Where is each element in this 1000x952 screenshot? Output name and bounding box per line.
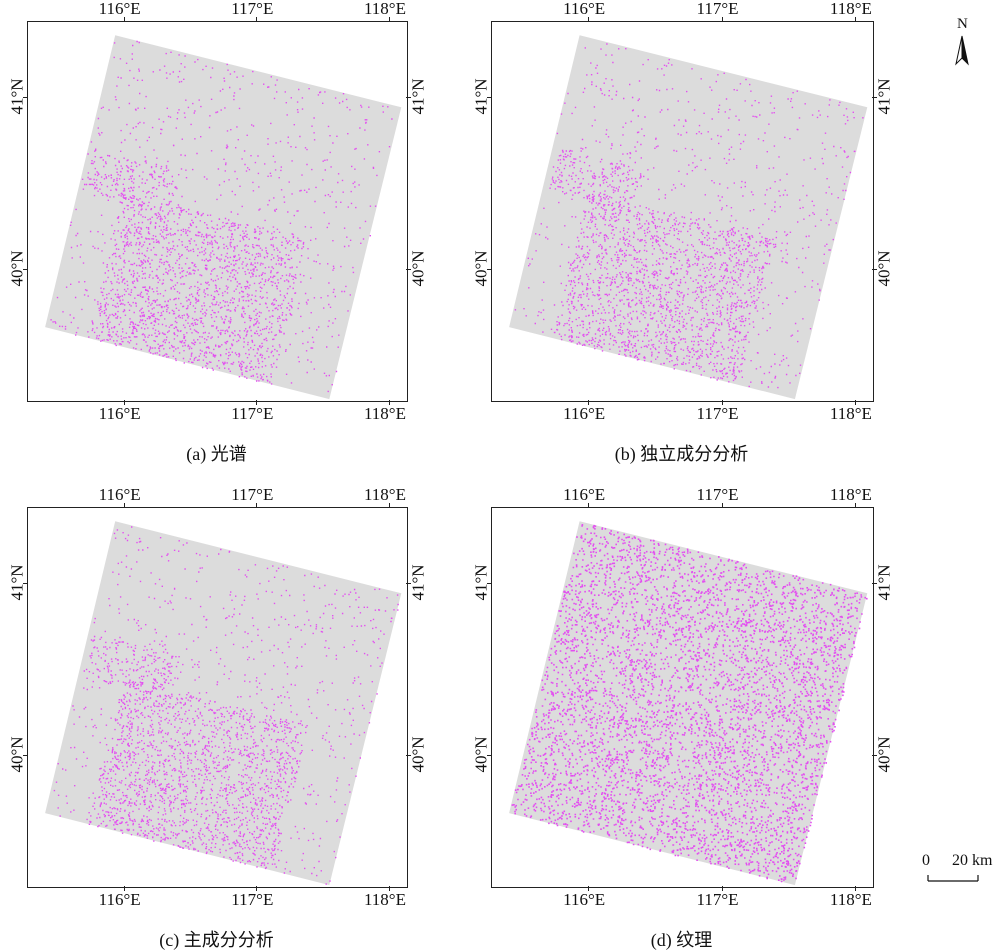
classified-pixels (50, 40, 393, 393)
lat-label-right: 41°N (408, 78, 428, 115)
lat-tick (406, 582, 411, 584)
lon-tick (256, 886, 258, 891)
lat-label-right: 41°N (874, 78, 894, 115)
panel-caption: (d) 纹理 (650, 930, 713, 950)
lat-tick (23, 582, 28, 584)
lat-tick (23, 96, 28, 98)
lon-tick (588, 886, 590, 891)
classification-map (509, 35, 868, 400)
lat-label-right: 41°N (408, 564, 428, 601)
lon-tick (388, 17, 390, 22)
lon-tick (721, 503, 723, 508)
lat-label-right: 40°N (874, 250, 894, 287)
lat-tick (487, 96, 492, 98)
classification-map (45, 35, 402, 400)
panel-caption: (a) 光谱 (186, 444, 247, 464)
lon-tick (588, 17, 590, 22)
lat-tick (872, 582, 877, 584)
lon-tick (854, 886, 856, 891)
lon-tick (854, 400, 856, 405)
scene-footprint (509, 521, 868, 886)
lon-label-top: 118°E (363, 0, 406, 18)
map-frame (491, 507, 874, 888)
scene-footprint (45, 521, 402, 886)
lon-label-top: 117°E (231, 0, 274, 18)
scene-footprint (509, 35, 868, 400)
lon-tick (388, 886, 390, 891)
classified-pixels (53, 526, 399, 885)
map-frame (491, 21, 874, 402)
north-arrow-icon (955, 35, 969, 66)
north-label: N (957, 16, 968, 32)
lon-tick (721, 17, 723, 22)
lon-tick (721, 400, 723, 405)
lat-tick (23, 269, 28, 271)
lon-tick (588, 400, 590, 405)
lon-tick (588, 503, 590, 508)
lon-tick (854, 17, 856, 22)
lon-tick (388, 400, 390, 405)
panel-caption: (b) 独立成分分析 (614, 444, 749, 464)
lon-tick (721, 886, 723, 891)
lat-label-right: 41°N (874, 564, 894, 601)
lon-tick (123, 17, 125, 22)
lat-tick (406, 96, 411, 98)
north-arrow: N (948, 16, 978, 72)
lon-tick (123, 503, 125, 508)
lon-label-top: 116°E (563, 485, 606, 504)
lon-label-bottom: 116°E (98, 404, 141, 423)
panel-caption: (c) 主成分分析 (159, 930, 274, 950)
lon-label-top: 117°E (231, 485, 274, 504)
lon-label-bottom: 117°E (696, 890, 739, 909)
lon-tick (854, 503, 856, 508)
lat-tick (872, 96, 877, 98)
lon-label-top: 118°E (829, 485, 872, 504)
lon-label-bottom: 116°E (563, 404, 606, 423)
lat-tick (23, 755, 28, 757)
lon-label-top: 118°E (363, 485, 406, 504)
lon-label-bottom: 118°E (363, 404, 406, 423)
lon-label-bottom: 118°E (829, 404, 872, 423)
scale-bar: 0 20 km (918, 852, 998, 886)
lon-tick (256, 17, 258, 22)
lon-tick (388, 503, 390, 508)
lon-label-bottom: 118°E (363, 890, 406, 909)
lat-tick (406, 269, 411, 271)
lat-tick (872, 269, 877, 271)
lon-label-top: 116°E (98, 0, 141, 18)
lat-tick (487, 582, 492, 584)
lon-label-top: 118°E (829, 0, 872, 18)
pixel-speckle (50, 40, 393, 393)
lon-label-top: 116°E (98, 485, 141, 504)
lon-label-top: 117°E (696, 0, 739, 18)
lon-label-bottom: 117°E (696, 404, 739, 423)
lon-label-top: 117°E (696, 485, 739, 504)
lat-tick (406, 755, 411, 757)
classification-map (45, 521, 402, 886)
scale-bar-line (927, 875, 979, 882)
lon-label-top: 116°E (563, 0, 606, 18)
map-frame (27, 21, 408, 402)
lon-label-bottom: 118°E (829, 890, 872, 909)
lon-tick (256, 503, 258, 508)
map-frame (27, 507, 408, 888)
lon-label-bottom: 116°E (98, 890, 141, 909)
scale-start-label: 0 (922, 852, 930, 869)
lon-tick (123, 886, 125, 891)
lat-label-right: 40°N (408, 736, 428, 773)
lon-tick (123, 400, 125, 405)
pixel-speckle (53, 526, 399, 885)
lat-label-right: 40°N (874, 736, 894, 773)
lon-tick (256, 400, 258, 405)
lat-tick (872, 755, 877, 757)
lat-tick (487, 755, 492, 757)
scale-end-label: 20 km (952, 852, 993, 869)
lon-label-bottom: 117°E (231, 404, 274, 423)
lon-label-bottom: 116°E (563, 890, 606, 909)
lat-tick (487, 269, 492, 271)
lat-label-right: 40°N (408, 250, 428, 287)
lon-label-bottom: 117°E (231, 890, 274, 909)
classification-map (509, 521, 868, 886)
